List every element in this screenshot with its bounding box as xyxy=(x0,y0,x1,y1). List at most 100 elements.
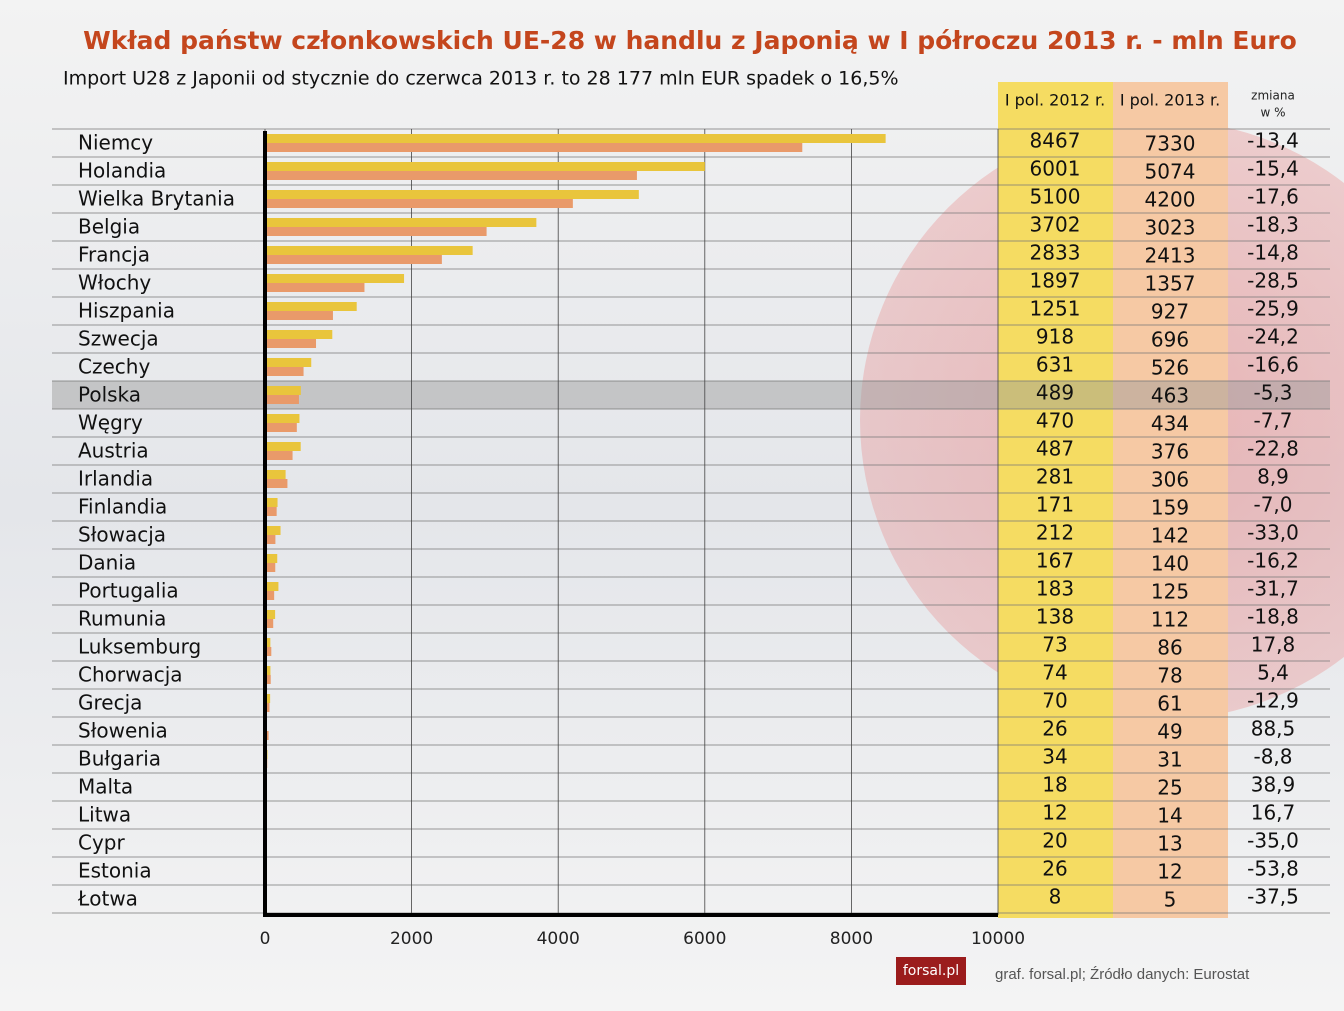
table-value: 12 xyxy=(1157,860,1182,884)
table-value: 26 xyxy=(1042,717,1067,741)
bar xyxy=(265,414,300,423)
change-value: -33,0 xyxy=(1247,521,1299,545)
table-value: 4200 xyxy=(1145,188,1196,212)
change-value: 38,9 xyxy=(1251,773,1296,797)
bar xyxy=(265,535,276,544)
table-value: 3702 xyxy=(1030,213,1081,237)
bar xyxy=(265,442,301,451)
bar xyxy=(265,526,281,535)
category-label: Austria xyxy=(78,439,149,463)
table-value: 171 xyxy=(1036,493,1074,517)
table-value: 159 xyxy=(1151,496,1189,520)
table-value: 20 xyxy=(1042,829,1067,853)
bar xyxy=(265,190,639,199)
change-value: -18,8 xyxy=(1247,605,1299,629)
bar xyxy=(265,470,286,479)
table-value: 26 xyxy=(1042,857,1067,881)
table-value: 31 xyxy=(1157,748,1182,772)
change-value: -12,9 xyxy=(1247,689,1299,713)
table-value: 631 xyxy=(1036,353,1074,377)
category-label: Malta xyxy=(78,775,133,799)
change-value: 17,8 xyxy=(1251,633,1296,657)
x-tick-label: 10000 xyxy=(971,929,1025,949)
change-value: -14,8 xyxy=(1247,241,1299,265)
table-value: 140 xyxy=(1151,552,1189,576)
table-value: 376 xyxy=(1151,440,1189,464)
change-value: -25,9 xyxy=(1247,297,1299,321)
category-label: Węgry xyxy=(78,411,143,435)
bar xyxy=(265,143,803,152)
bar xyxy=(265,563,276,572)
table-value: 5074 xyxy=(1145,160,1196,184)
table-value: 3023 xyxy=(1145,216,1196,240)
change-value: -15,4 xyxy=(1247,157,1299,181)
category-label: Dania xyxy=(78,551,136,575)
change-value: -17,6 xyxy=(1247,185,1299,209)
category-label: Luksemburg xyxy=(78,635,201,659)
table-value: 5100 xyxy=(1030,185,1081,209)
bar xyxy=(265,358,312,367)
change-value: -18,3 xyxy=(1247,213,1299,237)
table-value: 167 xyxy=(1036,549,1074,573)
table-value: 78 xyxy=(1157,664,1182,688)
bar xyxy=(265,339,317,348)
table-value: 1897 xyxy=(1030,269,1081,293)
table-value: 1251 xyxy=(1030,297,1081,321)
category-label: Szwecja xyxy=(78,327,159,351)
change-value: -16,6 xyxy=(1247,353,1299,377)
x-tick-label: 8000 xyxy=(830,929,873,949)
table-value: 8467 xyxy=(1030,129,1081,153)
table-value: 306 xyxy=(1151,468,1189,492)
change-value: -37,5 xyxy=(1247,885,1299,909)
category-label: Rumunia xyxy=(78,607,166,631)
table-value: 70 xyxy=(1042,689,1067,713)
table-value: 6001 xyxy=(1030,157,1081,181)
change-header: w % xyxy=(1260,106,1285,120)
bar xyxy=(265,451,293,460)
change-value: -8,8 xyxy=(1253,745,1292,769)
bar xyxy=(265,274,405,283)
category-label: Hiszpania xyxy=(78,299,175,323)
bar xyxy=(265,423,297,432)
bar xyxy=(265,610,276,619)
table-value: 696 xyxy=(1151,328,1189,352)
category-label: Francja xyxy=(78,243,150,267)
change-value: -28,5 xyxy=(1247,269,1299,293)
category-label: Holandia xyxy=(78,159,166,183)
table-value: 489 xyxy=(1036,381,1074,405)
x-tick-label: 6000 xyxy=(683,929,726,949)
table-value: 61 xyxy=(1157,692,1182,716)
change-value: -16,2 xyxy=(1247,549,1299,573)
table-value: 49 xyxy=(1157,720,1182,744)
table-value: 463 xyxy=(1151,384,1189,408)
bar xyxy=(265,666,271,675)
bar xyxy=(265,638,271,647)
table-value: 918 xyxy=(1036,325,1074,349)
change-value: -13,4 xyxy=(1247,129,1299,153)
change-value: 88,5 xyxy=(1251,717,1296,741)
table-value: 487 xyxy=(1036,437,1074,461)
table-value: 2413 xyxy=(1145,244,1196,268)
table-value: 927 xyxy=(1151,300,1189,324)
table-value: 112 xyxy=(1151,608,1189,632)
bar xyxy=(265,283,365,292)
chart-title: Wkład państw członkowskich UE-28 w handl… xyxy=(83,26,1297,55)
table-value: 25 xyxy=(1157,776,1182,800)
change-value: -22,8 xyxy=(1247,437,1299,461)
change-value: -53,8 xyxy=(1247,857,1299,881)
category-label: Litwa xyxy=(78,803,131,827)
highlight-row xyxy=(52,381,1330,409)
bar xyxy=(265,647,272,656)
bar xyxy=(265,582,279,591)
category-label: Portugalia xyxy=(78,579,179,603)
category-label: Estonia xyxy=(78,859,152,883)
bar xyxy=(265,246,473,255)
bar xyxy=(265,134,886,143)
category-label: Polska xyxy=(78,383,141,407)
bar xyxy=(265,171,637,180)
bar xyxy=(265,311,333,320)
bar xyxy=(265,199,573,208)
bar xyxy=(265,554,278,563)
change-value: -7,0 xyxy=(1253,493,1292,517)
